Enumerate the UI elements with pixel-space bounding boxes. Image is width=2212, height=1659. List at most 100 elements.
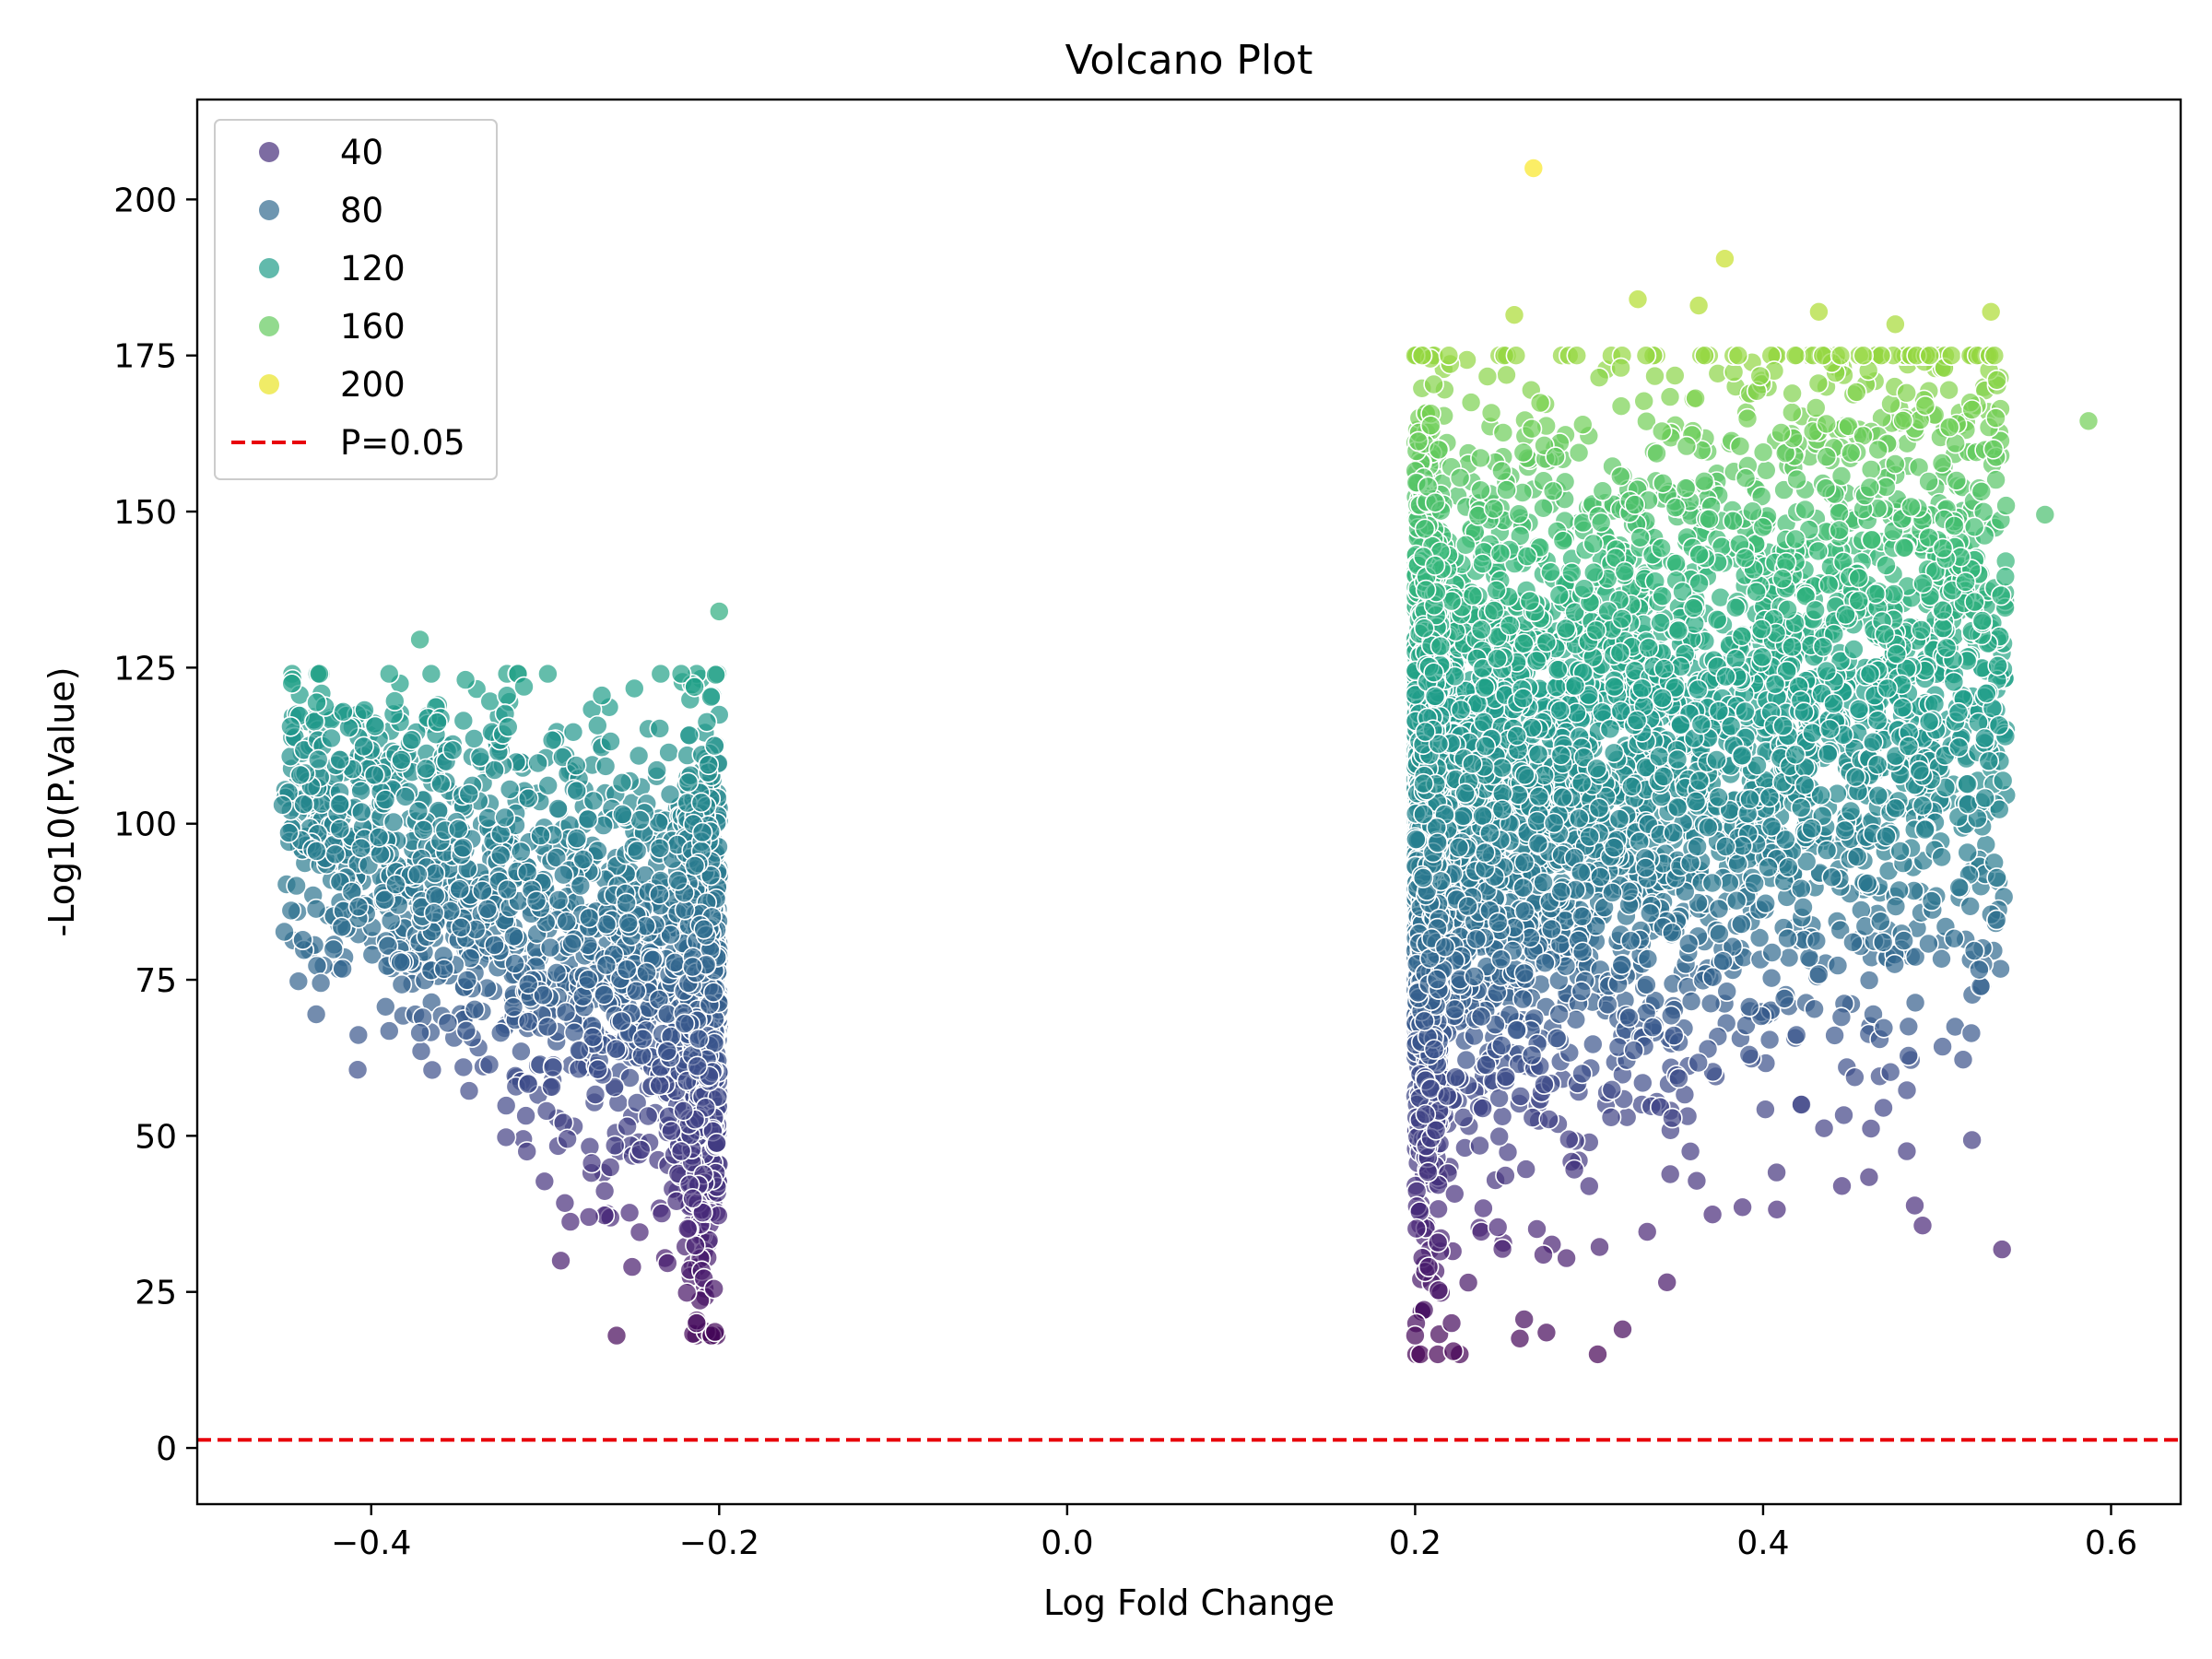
data-point bbox=[368, 827, 390, 848]
data-point bbox=[682, 956, 703, 978]
data-point bbox=[670, 1140, 692, 1162]
data-point bbox=[658, 742, 679, 763]
data-point bbox=[413, 819, 434, 841]
data-point bbox=[1428, 1279, 1450, 1301]
data-point bbox=[1896, 1140, 1918, 1162]
data-point bbox=[535, 1100, 558, 1122]
data-point bbox=[464, 999, 486, 1020]
data-point bbox=[278, 822, 300, 843]
data-point bbox=[591, 685, 613, 706]
data-point bbox=[516, 862, 538, 883]
data-point bbox=[537, 663, 559, 685]
data-point bbox=[1533, 1244, 1554, 1265]
data-point bbox=[495, 1095, 517, 1116]
data-point bbox=[525, 890, 547, 912]
data-point bbox=[430, 773, 452, 794]
data-point bbox=[503, 925, 524, 947]
data-point bbox=[350, 837, 372, 859]
data-point bbox=[566, 780, 588, 802]
data-point bbox=[677, 771, 700, 794]
data-point bbox=[656, 1253, 678, 1274]
data-point bbox=[702, 982, 724, 1003]
data-point bbox=[309, 663, 330, 685]
data-point bbox=[578, 907, 600, 929]
data-point bbox=[618, 1202, 641, 1224]
data-point bbox=[537, 774, 559, 796]
data-point bbox=[617, 1115, 638, 1137]
data-point bbox=[541, 1077, 562, 1098]
data-point bbox=[570, 875, 592, 897]
data-point bbox=[556, 911, 578, 933]
data-point bbox=[636, 961, 657, 983]
data-point bbox=[274, 921, 295, 943]
data-point bbox=[1633, 390, 1654, 412]
data-point bbox=[595, 913, 618, 935]
data-point bbox=[1831, 1175, 1853, 1197]
data-point bbox=[1912, 1215, 1934, 1236]
data-point bbox=[629, 1221, 651, 1243]
data-point bbox=[566, 828, 588, 849]
data-point bbox=[427, 712, 448, 734]
data-point bbox=[623, 677, 645, 700]
scatter-points bbox=[272, 158, 2100, 1365]
data-point bbox=[385, 874, 406, 895]
data-point bbox=[555, 1001, 577, 1023]
data-point bbox=[678, 724, 700, 747]
data-point bbox=[288, 971, 310, 992]
data-point bbox=[649, 837, 671, 859]
data-point bbox=[1535, 1322, 1558, 1344]
data-point bbox=[383, 690, 406, 712]
data-point bbox=[530, 825, 551, 846]
data-point bbox=[1701, 1204, 1724, 1225]
data-point bbox=[441, 739, 464, 761]
data-point bbox=[499, 779, 521, 800]
data-point bbox=[390, 951, 412, 973]
data-point bbox=[594, 984, 615, 1006]
data-point bbox=[378, 1020, 400, 1041]
data-point bbox=[568, 1058, 590, 1080]
data-point bbox=[306, 955, 328, 977]
data-point bbox=[391, 973, 413, 995]
data-point bbox=[347, 896, 370, 918]
data-point bbox=[1538, 1109, 1559, 1130]
data-point bbox=[423, 902, 445, 924]
data-point bbox=[515, 1105, 536, 1126]
data-point bbox=[577, 808, 599, 830]
data-point bbox=[1896, 1079, 1918, 1101]
data-point bbox=[495, 1126, 517, 1148]
data-point bbox=[331, 916, 353, 938]
data-point bbox=[649, 884, 670, 905]
data-point bbox=[489, 844, 512, 866]
data-point bbox=[628, 745, 650, 767]
data-point bbox=[629, 1139, 652, 1160]
data-point bbox=[353, 735, 374, 758]
data-point bbox=[350, 801, 372, 823]
data-point bbox=[616, 959, 638, 980]
data-point bbox=[684, 855, 706, 877]
data-point bbox=[1952, 1049, 1974, 1070]
data-point bbox=[698, 754, 720, 776]
data-point bbox=[581, 1152, 603, 1174]
data-point bbox=[632, 1028, 653, 1050]
data-point bbox=[604, 1135, 626, 1157]
data-point bbox=[569, 1040, 590, 1061]
data-point bbox=[517, 973, 539, 995]
data-point bbox=[542, 1056, 564, 1078]
data-point bbox=[661, 1120, 682, 1142]
data-point bbox=[637, 1105, 659, 1127]
data-point bbox=[1858, 970, 1880, 991]
data-point bbox=[1794, 499, 1816, 521]
data-point bbox=[447, 818, 469, 840]
data-point bbox=[310, 972, 332, 994]
data-point bbox=[1492, 422, 1514, 443]
data-point bbox=[1773, 988, 1795, 1009]
data-point bbox=[433, 959, 455, 980]
data-point bbox=[618, 912, 640, 934]
data-point bbox=[626, 840, 648, 862]
data-point bbox=[1568, 441, 1590, 464]
data-point bbox=[659, 783, 681, 806]
data-point bbox=[1991, 1239, 2013, 1260]
data-point bbox=[421, 1059, 443, 1081]
